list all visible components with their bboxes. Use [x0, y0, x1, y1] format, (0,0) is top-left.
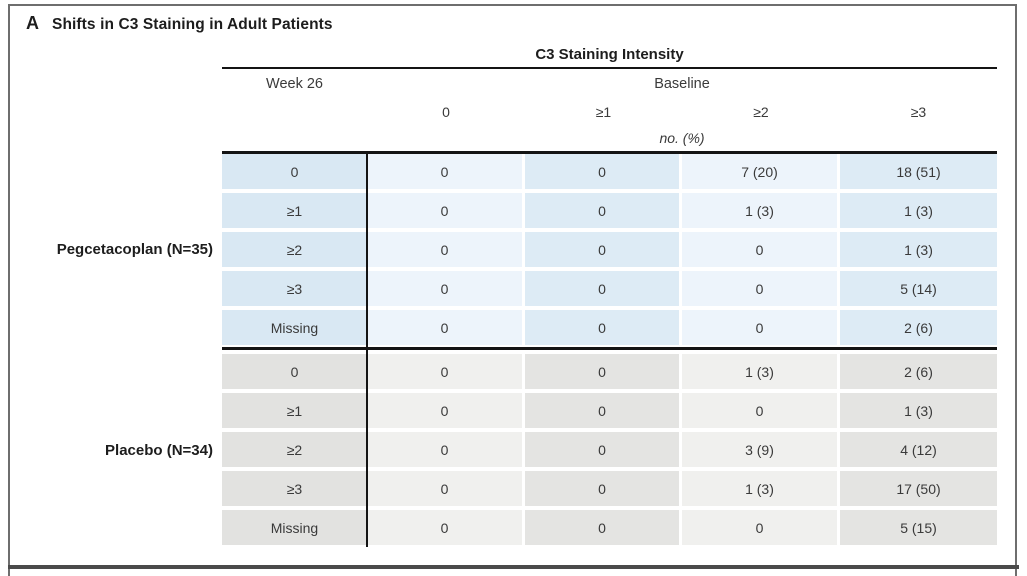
data-cell: 0 [367, 471, 525, 506]
panel-letter: A [26, 13, 39, 33]
data-cell: 0 [367, 232, 525, 267]
shift-table: C3 Staining Intensity Week 26 Baseline 0… [222, 46, 997, 549]
data-cell: 0 [525, 193, 682, 228]
data-cell: 17 (50) [840, 471, 997, 506]
table-row: ≥1 0 0 1 (3) 1 (3) [222, 193, 997, 228]
unit-row: no. (%) [222, 125, 997, 151]
label-column-divider-rule [366, 151, 368, 547]
group-label-pegcetacoplan: Pegcetacoplan (N=35) [56, 241, 213, 258]
data-cell: 0 [525, 232, 682, 267]
row-axis-label: Week 26 [266, 75, 323, 92]
data-cell: 0 [525, 271, 682, 306]
row-label-cell: Missing [222, 510, 367, 545]
data-cell: 0 [367, 271, 525, 306]
data-cell: 0 [682, 271, 840, 306]
panel-bottom-rule [8, 565, 1019, 569]
data-cell: 3 (9) [682, 432, 840, 467]
table-row: Missing 0 0 0 5 (15) [222, 510, 997, 545]
row-label-cell: ≥3 [222, 271, 367, 306]
group-separator-rule [222, 347, 997, 350]
table-row: ≥1 0 0 0 1 (3) [222, 393, 997, 428]
row-label-cell: ≥3 [222, 471, 367, 506]
data-cell: 0 [525, 154, 682, 189]
data-cell: 0 [525, 432, 682, 467]
data-cell: 0 [367, 510, 525, 545]
data-cell: 1 (3) [682, 354, 840, 389]
data-cell: 0 [367, 310, 525, 345]
data-cell: 1 (3) [840, 393, 997, 428]
unit-label: no. (%) [659, 130, 705, 146]
table-row: Missing 0 0 0 2 (6) [222, 310, 997, 345]
data-cell: 0 [682, 232, 840, 267]
data-cell: 0 [367, 393, 525, 428]
body-top-rule [222, 151, 997, 154]
table-row: 0 0 0 1 (3) 2 (6) [222, 354, 997, 389]
data-cell: 0 [367, 193, 525, 228]
table-row: ≥3 0 0 1 (3) 17 (50) [222, 471, 997, 506]
data-cell: 5 (15) [840, 510, 997, 545]
data-cell: 0 [525, 471, 682, 506]
data-cell: 0 [367, 432, 525, 467]
row-label-cell: ≥1 [222, 393, 367, 428]
table-main-header: C3 Staining Intensity [535, 46, 684, 63]
data-cell: 1 (3) [840, 193, 997, 228]
row-label-cell: ≥2 [222, 432, 367, 467]
data-cell: 5 (14) [840, 271, 997, 306]
header-rule [222, 67, 997, 69]
data-cell: 0 [682, 510, 840, 545]
row-label-cell: ≥1 [222, 193, 367, 228]
data-cell: 0 [367, 354, 525, 389]
table-row: ≥2 0 0 3 (9) 4 (12) [222, 432, 997, 467]
data-cell: 0 [525, 510, 682, 545]
row-label-cell: 0 [222, 354, 367, 389]
column-header: ≥2 [753, 103, 769, 120]
data-cell: 7 (20) [682, 154, 840, 189]
data-cell: 0 [682, 393, 840, 428]
column-header: ≥3 [910, 103, 927, 120]
column-header-spacer [222, 98, 367, 125]
panel-title: A Shifts in C3 Staining in Adult Patient… [26, 13, 333, 34]
axis-header-row: Week 26 Baseline [222, 69, 997, 98]
unit-spacer [222, 125, 367, 151]
col-axis-label: Baseline [654, 75, 710, 92]
data-cell: 2 (6) [840, 354, 997, 389]
column-header: ≥1 [595, 103, 612, 120]
data-cell: 2 (6) [840, 310, 997, 345]
data-cell: 0 [525, 354, 682, 389]
data-cell: 0 [682, 310, 840, 345]
data-cell: 1 (3) [840, 232, 997, 267]
data-cell: 4 (12) [840, 432, 997, 467]
data-cell: 18 (51) [840, 154, 997, 189]
data-cell: 1 (3) [682, 193, 840, 228]
row-label-cell: Missing [222, 310, 367, 345]
table-row: 0 0 0 7 (20) 18 (51) [222, 154, 997, 189]
data-cell: 0 [525, 310, 682, 345]
table-row: ≥2 0 0 0 1 (3) [222, 232, 997, 267]
row-label-cell: 0 [222, 154, 367, 189]
panel-title-text: Shifts in C3 Staining in Adult Patients [52, 16, 333, 33]
data-cell: 0 [367, 154, 525, 189]
group-label-placebo: Placebo (N=34) [105, 442, 213, 459]
data-cell: 0 [525, 393, 682, 428]
row-label-cell: ≥2 [222, 232, 367, 267]
column-header: 0 [442, 103, 450, 120]
table-row: ≥3 0 0 0 5 (14) [222, 271, 997, 306]
data-cell: 1 (3) [682, 471, 840, 506]
column-header-row: 0 ≥1 ≥2 ≥3 [222, 98, 997, 125]
